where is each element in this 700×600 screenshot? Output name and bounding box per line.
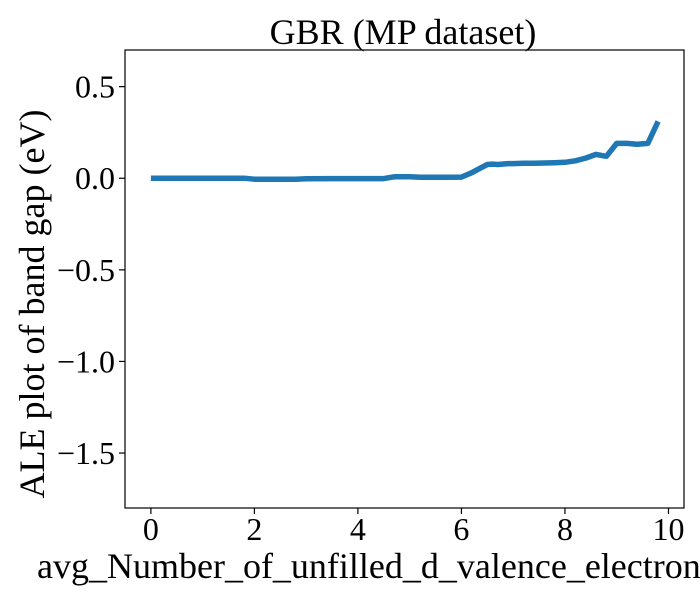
axis-ticks: 0 2 4 6 8 10 0.5 0.0 −0.5 −1.0 −1.5: [57, 69, 685, 547]
x-tick-label: 10: [652, 511, 684, 547]
x-tick-label: 2: [246, 511, 262, 547]
chart-title: GBR (MP dataset): [270, 12, 537, 52]
plot-area-frame: [124, 49, 685, 509]
x-axis-label: avg_Number_of_unfilled_d_valence_electro…: [37, 546, 700, 586]
series-lines: [150, 120, 661, 182]
y-tick-label: −1.0: [57, 343, 115, 379]
series-line: [150, 120, 661, 182]
x-tick-label: 8: [557, 511, 573, 547]
x-tick-label: 6: [453, 511, 469, 547]
x-tick-label: 0: [143, 511, 159, 547]
y-tick-label: −0.5: [57, 252, 115, 288]
y-tick-label: −1.5: [57, 435, 115, 471]
y-axis-label: ALE plot of band gap (eV): [12, 110, 52, 499]
x-tick-label: 4: [350, 511, 366, 547]
y-tick-label: 0.0: [75, 160, 115, 196]
y-tick-label: 0.5: [75, 69, 115, 105]
